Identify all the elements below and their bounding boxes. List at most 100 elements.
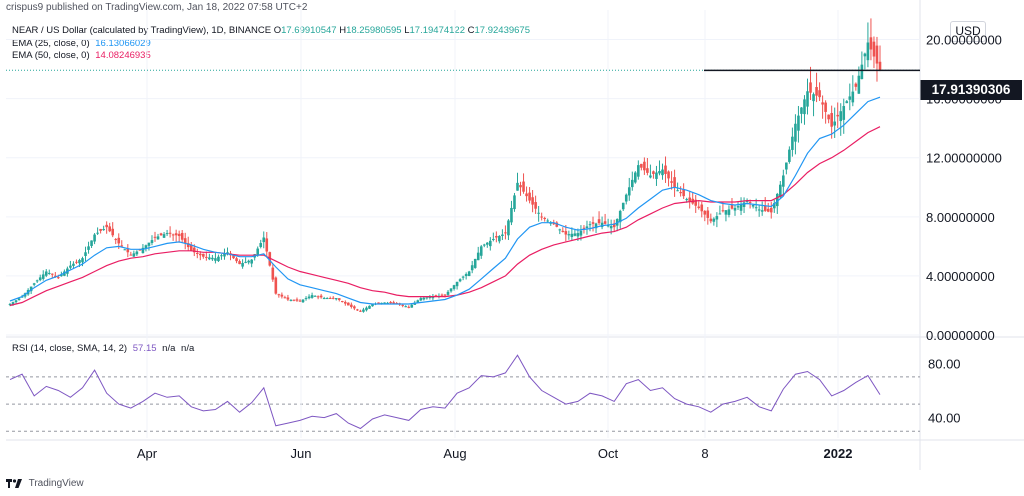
candle-body bbox=[96, 232, 99, 234]
candle-body bbox=[78, 260, 81, 264]
candle-body bbox=[772, 203, 776, 209]
candle-body bbox=[534, 202, 537, 209]
candle-body bbox=[313, 295, 317, 297]
candle-body bbox=[356, 309, 359, 311]
candle-body bbox=[440, 294, 444, 296]
candle-body bbox=[277, 294, 281, 296]
candle-body bbox=[760, 210, 764, 212]
candle-body bbox=[791, 136, 794, 150]
candle-body bbox=[422, 297, 426, 300]
candle-body bbox=[498, 236, 501, 242]
ohlc-high: H18.25980595 bbox=[339, 25, 402, 36]
candle-body bbox=[492, 238, 495, 240]
candle-body bbox=[643, 161, 646, 171]
candle-body bbox=[147, 242, 151, 246]
candle-body bbox=[304, 298, 308, 300]
candle-body bbox=[126, 249, 130, 253]
ema25-legend[interactable]: EMA (25, close, 0) 16.13066029 bbox=[12, 38, 151, 49]
brand-footer: TradingView bbox=[6, 478, 84, 489]
price-tick-label: 12.00000000 bbox=[926, 151, 1002, 166]
candle-body bbox=[168, 232, 172, 234]
candle-body bbox=[546, 220, 550, 222]
candle-body bbox=[132, 253, 136, 257]
candle-body bbox=[241, 262, 244, 267]
candle-body bbox=[232, 254, 235, 259]
publish-caption: crispus9 published on TradingView.com, J… bbox=[6, 2, 308, 13]
candle-body bbox=[555, 222, 559, 227]
candle-body bbox=[794, 123, 797, 142]
candle-body bbox=[374, 303, 377, 305]
candle-body bbox=[162, 234, 166, 238]
rsi-na-2: n/a bbox=[181, 343, 195, 354]
candle-body bbox=[827, 114, 830, 120]
candle-body bbox=[443, 294, 447, 296]
candle-body bbox=[745, 200, 749, 202]
rsi-legend[interactable]: RSI (14, close, SMA, 14, 2) 57.15 n/a n/… bbox=[12, 343, 194, 354]
candle-body bbox=[854, 83, 858, 87]
candle-body bbox=[676, 190, 679, 192]
candle-body bbox=[640, 163, 643, 168]
candle-body bbox=[878, 61, 882, 71]
candle-body bbox=[250, 259, 253, 264]
symbol-title: NEAR / US Dollar (calculated by TradingV… bbox=[12, 25, 272, 36]
price-line-label: 17.91390306 bbox=[920, 80, 1022, 100]
ema50-legend[interactable]: EMA (50, close, 0) 14.08246935 bbox=[12, 50, 151, 61]
candle-body bbox=[733, 207, 737, 211]
candle-body bbox=[476, 252, 480, 261]
candle-body bbox=[836, 114, 840, 117]
candle-body bbox=[507, 220, 510, 236]
candle-body bbox=[262, 237, 266, 243]
candle-body bbox=[14, 300, 18, 303]
candle-body bbox=[848, 96, 852, 100]
candle-body bbox=[452, 285, 456, 289]
candle-body bbox=[712, 218, 716, 222]
time-tick-label: Oct bbox=[598, 446, 619, 461]
candle-body bbox=[274, 277, 278, 294]
candle-body bbox=[540, 216, 543, 218]
candle-body bbox=[226, 252, 229, 255]
candle-body bbox=[618, 210, 622, 223]
candle-body bbox=[606, 224, 610, 227]
candle-body bbox=[220, 255, 223, 257]
rsi-line bbox=[9, 354, 881, 430]
candle-body bbox=[775, 193, 779, 207]
candle-body bbox=[597, 219, 601, 224]
candles bbox=[8, 18, 882, 313]
candle-body bbox=[353, 306, 356, 309]
candle-body bbox=[102, 229, 105, 231]
candle-body bbox=[431, 296, 435, 299]
candle-body bbox=[189, 244, 193, 251]
candle-body bbox=[368, 305, 371, 309]
candle-body bbox=[253, 254, 256, 258]
candle-body bbox=[141, 247, 145, 254]
candle-body bbox=[437, 295, 441, 297]
candle-body bbox=[570, 233, 574, 238]
candle-body bbox=[398, 303, 401, 305]
time-tick-label: Apr bbox=[137, 446, 158, 461]
candle-body bbox=[283, 297, 287, 299]
candle-body bbox=[736, 206, 740, 208]
currency-button[interactable]: USD bbox=[950, 21, 986, 42]
candle-body bbox=[105, 224, 108, 228]
candle-body bbox=[869, 37, 873, 50]
candle-body bbox=[724, 210, 728, 215]
candle-body bbox=[833, 121, 836, 126]
candle-body bbox=[504, 232, 507, 234]
candle-body bbox=[192, 247, 196, 253]
candle-body bbox=[322, 298, 326, 300]
candle-body bbox=[11, 302, 15, 305]
candle-body bbox=[688, 197, 691, 202]
ema25-line bbox=[9, 96, 881, 305]
candle-body bbox=[238, 261, 241, 265]
candle-body bbox=[365, 307, 368, 311]
price-tick-label: 0.00000000 bbox=[926, 328, 995, 343]
candle-body bbox=[325, 298, 329, 300]
candle-body bbox=[174, 233, 178, 236]
candle-body bbox=[495, 236, 498, 238]
candle-body bbox=[289, 299, 293, 301]
ohlc-open: O17.69910547 bbox=[273, 25, 337, 36]
candle-body bbox=[730, 204, 734, 209]
candle-body bbox=[588, 224, 592, 226]
candle-body bbox=[473, 258, 477, 268]
candle-body bbox=[380, 302, 383, 305]
